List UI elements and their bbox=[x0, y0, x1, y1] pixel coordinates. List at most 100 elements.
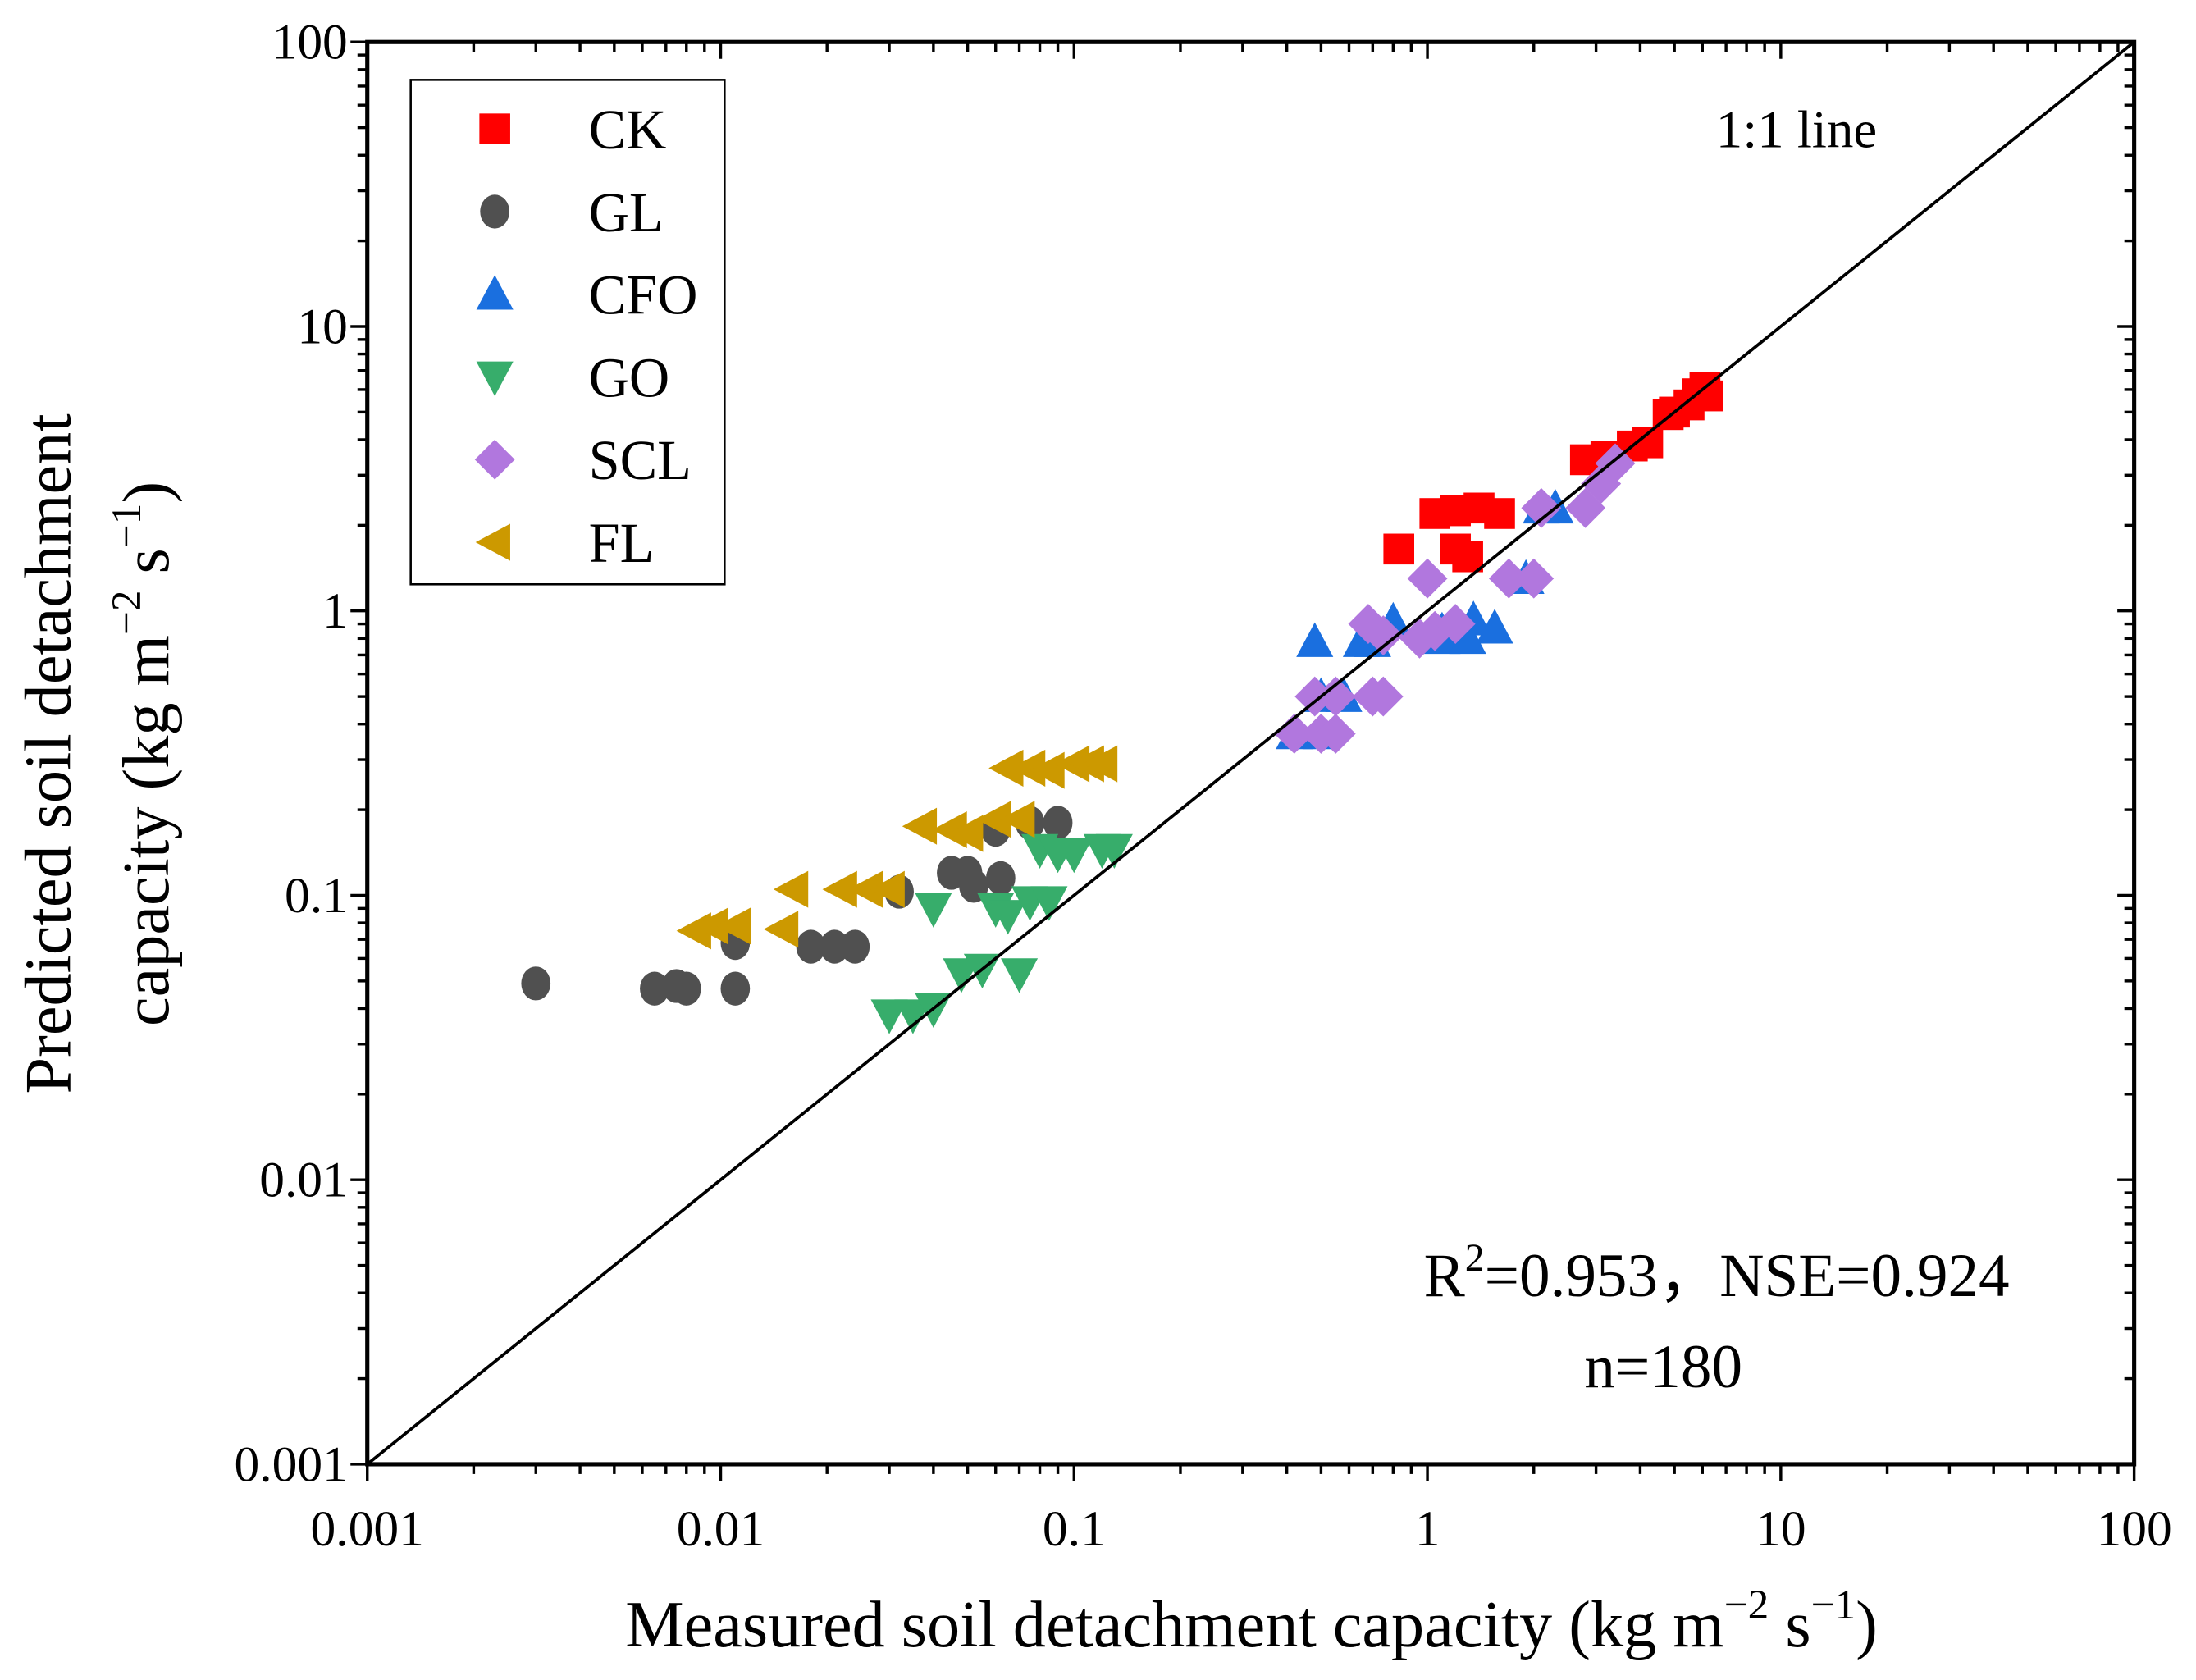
plot-frame bbox=[365, 39, 2137, 1467]
data-point-fl bbox=[1000, 801, 1035, 838]
legend-marker-diamond-icon bbox=[474, 439, 515, 480]
y-label-sup: −1 bbox=[103, 504, 150, 549]
y-tick-label: 10 bbox=[297, 299, 347, 354]
data-point-scl bbox=[1315, 714, 1356, 754]
x-tick-label: 1 bbox=[1415, 1501, 1440, 1557]
data-point-fl bbox=[948, 815, 984, 852]
data-point-go bbox=[1055, 838, 1093, 874]
legend-item-fl: FL bbox=[475, 512, 655, 574]
legend-marker-square-icon bbox=[479, 113, 510, 144]
data-point-fl bbox=[1030, 751, 1065, 789]
x-axis-label: Measured soil detachment capacity (kg m−… bbox=[625, 1582, 1878, 1661]
y-label-mid: s bbox=[110, 548, 183, 590]
data-point-fl bbox=[847, 870, 883, 908]
y-tick-label: 0.01 bbox=[259, 1153, 348, 1208]
data-point-go bbox=[870, 999, 908, 1034]
x-tick-label: 0.01 bbox=[677, 1501, 765, 1557]
legend-label: FL bbox=[589, 512, 655, 574]
legend-item-cfo: CFO bbox=[476, 264, 698, 326]
x-label-sup: −2 bbox=[1724, 1582, 1769, 1628]
data-point-fl bbox=[976, 801, 1011, 838]
data-point-gl bbox=[820, 929, 850, 964]
data-point-gl bbox=[986, 861, 1016, 896]
tick-labels: 0.001 0.01 0.1 1 10 100 0.001 0.01 0.1 1 10 100 bbox=[234, 15, 2171, 1557]
y-tick-label: 100 bbox=[272, 15, 348, 71]
data-point-scl bbox=[1363, 615, 1404, 656]
legend-marker-circle-icon bbox=[480, 194, 510, 229]
data-point-fl bbox=[870, 870, 905, 908]
data-point-gl bbox=[840, 929, 870, 964]
legend-label: GO bbox=[589, 346, 670, 409]
x-tick-label: 10 bbox=[1755, 1501, 1806, 1557]
data-point-gl bbox=[671, 971, 701, 1006]
data-point-go bbox=[894, 999, 932, 1034]
data-point-scl bbox=[1407, 558, 1448, 599]
data-point-scl bbox=[1274, 714, 1315, 754]
data-point-scl bbox=[1435, 604, 1476, 645]
data-point-go bbox=[1095, 833, 1133, 870]
legend-item-gl: GL bbox=[480, 181, 664, 244]
data-point-ck bbox=[1452, 541, 1483, 573]
legend-label: SCL bbox=[589, 429, 692, 491]
one-to-one-line bbox=[366, 40, 2135, 1466]
y-tick-label: 1 bbox=[322, 583, 348, 639]
data-point-gl bbox=[521, 966, 551, 1001]
data-point-fl bbox=[693, 907, 728, 945]
data-point-gl bbox=[1043, 806, 1073, 840]
r-superscript: 2 bbox=[1465, 1236, 1485, 1280]
legend-marker-triangle-left-icon bbox=[475, 523, 510, 561]
legend-label: CK bbox=[589, 98, 667, 161]
y-axis-label: Predicted soil detachment capacity (kg m… bbox=[12, 413, 184, 1093]
sample-size: n=180 bbox=[1584, 1333, 1742, 1401]
data-point-fl bbox=[932, 811, 967, 849]
legend-item-ck: CK bbox=[479, 98, 667, 161]
x-tick-label: 100 bbox=[2097, 1501, 2172, 1557]
y-label-main: capacity (kg m bbox=[110, 635, 183, 1026]
y-label-line1: Predicted soil detachment bbox=[12, 413, 85, 1093]
data-point-fl bbox=[822, 870, 857, 908]
legend-label: CFO bbox=[589, 264, 698, 326]
data-point-fl bbox=[1082, 745, 1118, 783]
data-point-scl bbox=[1363, 676, 1404, 717]
data-point-go bbox=[1030, 886, 1068, 921]
data-point-cfo bbox=[1296, 622, 1334, 657]
data-point-gl bbox=[640, 971, 669, 1006]
data-point-go bbox=[989, 900, 1027, 935]
legend-marker-triangle-up-icon bbox=[476, 275, 514, 310]
svg-text:capacity (kg m−2 s−1): capacity (kg m−2 s−1) bbox=[103, 482, 183, 1026]
data-point-go bbox=[915, 892, 952, 928]
data-point-gl bbox=[796, 929, 826, 964]
data-point-cfo bbox=[1449, 619, 1486, 655]
data-point-ck bbox=[1484, 498, 1515, 529]
data-point-fl bbox=[1010, 749, 1046, 787]
data-point-fl bbox=[715, 907, 751, 945]
data-point-gl bbox=[720, 971, 751, 1006]
x-tick-label: 0.001 bbox=[311, 1501, 424, 1557]
data-point-go bbox=[1001, 958, 1039, 993]
legend-item-go: GO bbox=[476, 346, 670, 409]
data-point-fl bbox=[902, 807, 938, 845]
fit-statistics: R2=0.953，NSE=0.924 bbox=[1424, 1236, 2010, 1310]
y-tick-label: 0.001 bbox=[234, 1436, 347, 1492]
data-point-scl bbox=[1315, 676, 1356, 717]
data-point-cfo bbox=[1476, 609, 1513, 644]
data-point-fl bbox=[763, 911, 799, 948]
x-tick-label: 0.1 bbox=[1043, 1501, 1106, 1557]
data-point-go bbox=[943, 958, 980, 993]
legend-label: GL bbox=[589, 181, 664, 244]
x-label-sup: −1 bbox=[1811, 1582, 1856, 1628]
legend-marker-triangle-down-icon bbox=[476, 361, 514, 396]
x-label-mid: s bbox=[1769, 1588, 1810, 1661]
x-label-end: ) bbox=[1856, 1588, 1878, 1661]
y-tick-label: 0.1 bbox=[285, 868, 348, 924]
y-label-sup: −2 bbox=[103, 591, 150, 636]
x-label-main: Measured soil detachment capacity (kg m bbox=[625, 1588, 1724, 1661]
r-label: R bbox=[1424, 1242, 1466, 1310]
legend: CK GL CFO GO SCL FL bbox=[474, 98, 698, 574]
stats-text: =0.953，NSE=0.924 bbox=[1485, 1242, 2010, 1310]
one-to-one-label: 1:1 line bbox=[1716, 100, 1877, 159]
y-label-end: ) bbox=[110, 482, 183, 504]
data-point-fl bbox=[988, 749, 1024, 787]
legend-box bbox=[409, 79, 726, 586]
